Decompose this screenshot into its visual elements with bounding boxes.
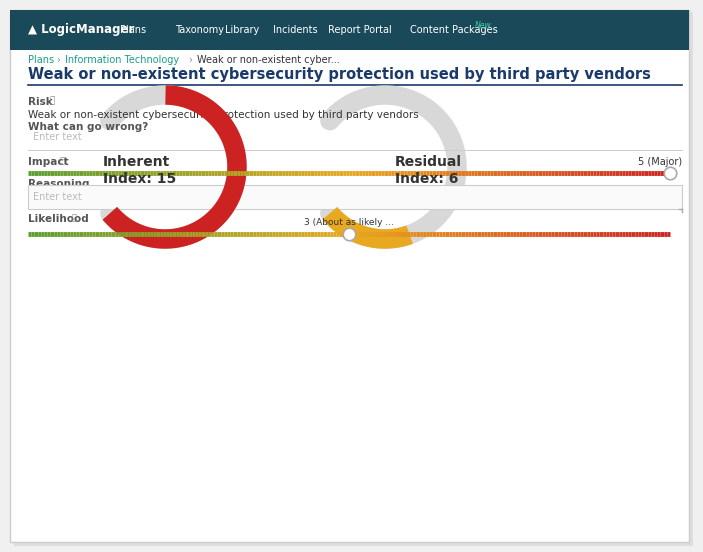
Text: 5 (Major): 5 (Major) [638, 157, 682, 167]
Text: Enter text: Enter text [33, 132, 82, 142]
Bar [28, 185, 682, 209]
Bar [10, 10, 689, 50]
Text: ›: › [56, 55, 60, 65]
Text: ›: › [188, 55, 192, 65]
Text: ▲ LogicManager: ▲ LogicManager [28, 24, 134, 36]
Text: Risk: Risk [28, 97, 53, 107]
Text: Taxonomy: Taxonomy [175, 25, 224, 35]
Text: Incidents: Incidents [273, 25, 318, 35]
Text: Impact: Impact [28, 157, 69, 167]
Text: ⓘ: ⓘ [72, 213, 77, 222]
Text: Library: Library [225, 25, 259, 35]
Text: ⓘ: ⓘ [60, 156, 65, 165]
Text: Plans: Plans [120, 25, 146, 35]
Text: What can go wrong?: What can go wrong? [28, 122, 148, 132]
Text: Report Portal: Report Portal [328, 25, 392, 35]
Text: Information Technology: Information Technology [65, 55, 179, 65]
Text: Weak or non-existent cybersecurity protection used by third party vendors: Weak or non-existent cybersecurity prote… [28, 67, 651, 82]
Text: Plans: Plans [28, 55, 54, 65]
Text: Residual: Residual [395, 155, 462, 169]
Text: 🔒: 🔒 [50, 96, 56, 105]
Text: Index: 15: Index: 15 [103, 172, 176, 186]
Text: Enter text: Enter text [33, 192, 82, 202]
Text: Inherent: Inherent [103, 155, 170, 169]
Text: Weak or non-existent cyber...: Weak or non-existent cyber... [197, 55, 340, 65]
Text: Content Packages: Content Packages [410, 25, 498, 35]
Text: Reasoning: Reasoning [28, 179, 89, 189]
FancyBboxPatch shape [14, 12, 693, 546]
Text: Likelihood: Likelihood [28, 214, 89, 224]
Text: Weak or non-existent cybersecurity protection used by third party vendors: Weak or non-existent cybersecurity prote… [28, 110, 419, 120]
Text: 3 (About as likely ...: 3 (About as likely ... [304, 218, 394, 227]
FancyBboxPatch shape [10, 10, 689, 542]
Text: Index: 6: Index: 6 [395, 172, 458, 186]
Text: New: New [475, 20, 492, 29]
